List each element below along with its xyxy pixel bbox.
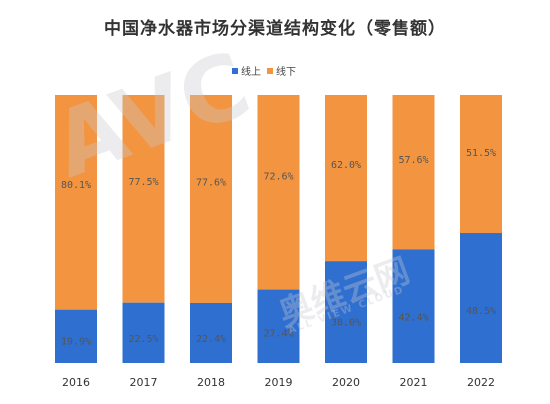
bar-offline-2016	[55, 95, 97, 310]
bar-online-2022	[460, 233, 502, 363]
data-label-online-2020: 38.0%	[331, 317, 361, 328]
bar-offline-2017	[122, 95, 165, 303]
bar-online-2018	[190, 302, 232, 363]
x-tick-label-2021: 2021	[400, 376, 428, 389]
x-tick-label-2017: 2017	[130, 376, 158, 389]
legend-label-offline: 线下	[276, 67, 296, 78]
data-label-offline-2018: 77.6%	[196, 177, 226, 188]
data-label-online-2019: 27.4%	[263, 329, 293, 340]
legend: 线上 线下	[232, 63, 302, 78]
chart-title: 中国净水器市场分渠道结构变化（零售额）	[104, 19, 446, 39]
data-label-online-2018: 22.4%	[196, 334, 226, 345]
x-tick-label-2022: 2022	[467, 376, 495, 389]
x-tick-label-2016: 2016	[62, 376, 90, 389]
x-tick-label-2018: 2018	[197, 376, 225, 389]
legend-swatch-offline	[267, 67, 273, 74]
data-label-offline-2016: 80.1%	[61, 180, 91, 191]
bar-offline-2020	[325, 95, 367, 262]
data-label-online-2016: 19.9%	[61, 337, 91, 348]
legend-item-online: 线上	[232, 63, 261, 78]
legend-swatch-online	[232, 67, 238, 74]
bar-online-2021	[392, 249, 435, 363]
data-label-offline-2017: 77.5%	[128, 177, 158, 188]
data-label-online-2021: 42.4%	[398, 313, 428, 324]
data-label-offline-2020: 62.0%	[331, 160, 361, 171]
x-tick-label-2019: 2019	[265, 376, 293, 389]
bar-online-2017	[122, 302, 165, 363]
bar-offline-2022	[460, 95, 502, 234]
bar-offline-2021	[392, 95, 435, 250]
bar-online-2016	[55, 309, 97, 363]
data-label-offline-2022: 51.5%	[466, 148, 496, 159]
bar-online-2019	[257, 289, 300, 363]
legend-label-online: 线上	[241, 67, 261, 78]
data-label-offline-2019: 72.6%	[263, 172, 293, 183]
data-label-online-2022: 48.5%	[466, 306, 496, 317]
bar-online-2020	[325, 261, 367, 363]
bar-offline-2019	[257, 95, 300, 290]
legend-item-offline: 线下	[267, 63, 296, 78]
x-tick-label-2020: 2020	[332, 376, 360, 389]
data-label-online-2017: 22.5%	[128, 334, 158, 345]
data-label-offline-2021: 57.6%	[398, 155, 428, 166]
bar-offline-2018	[190, 95, 232, 303]
